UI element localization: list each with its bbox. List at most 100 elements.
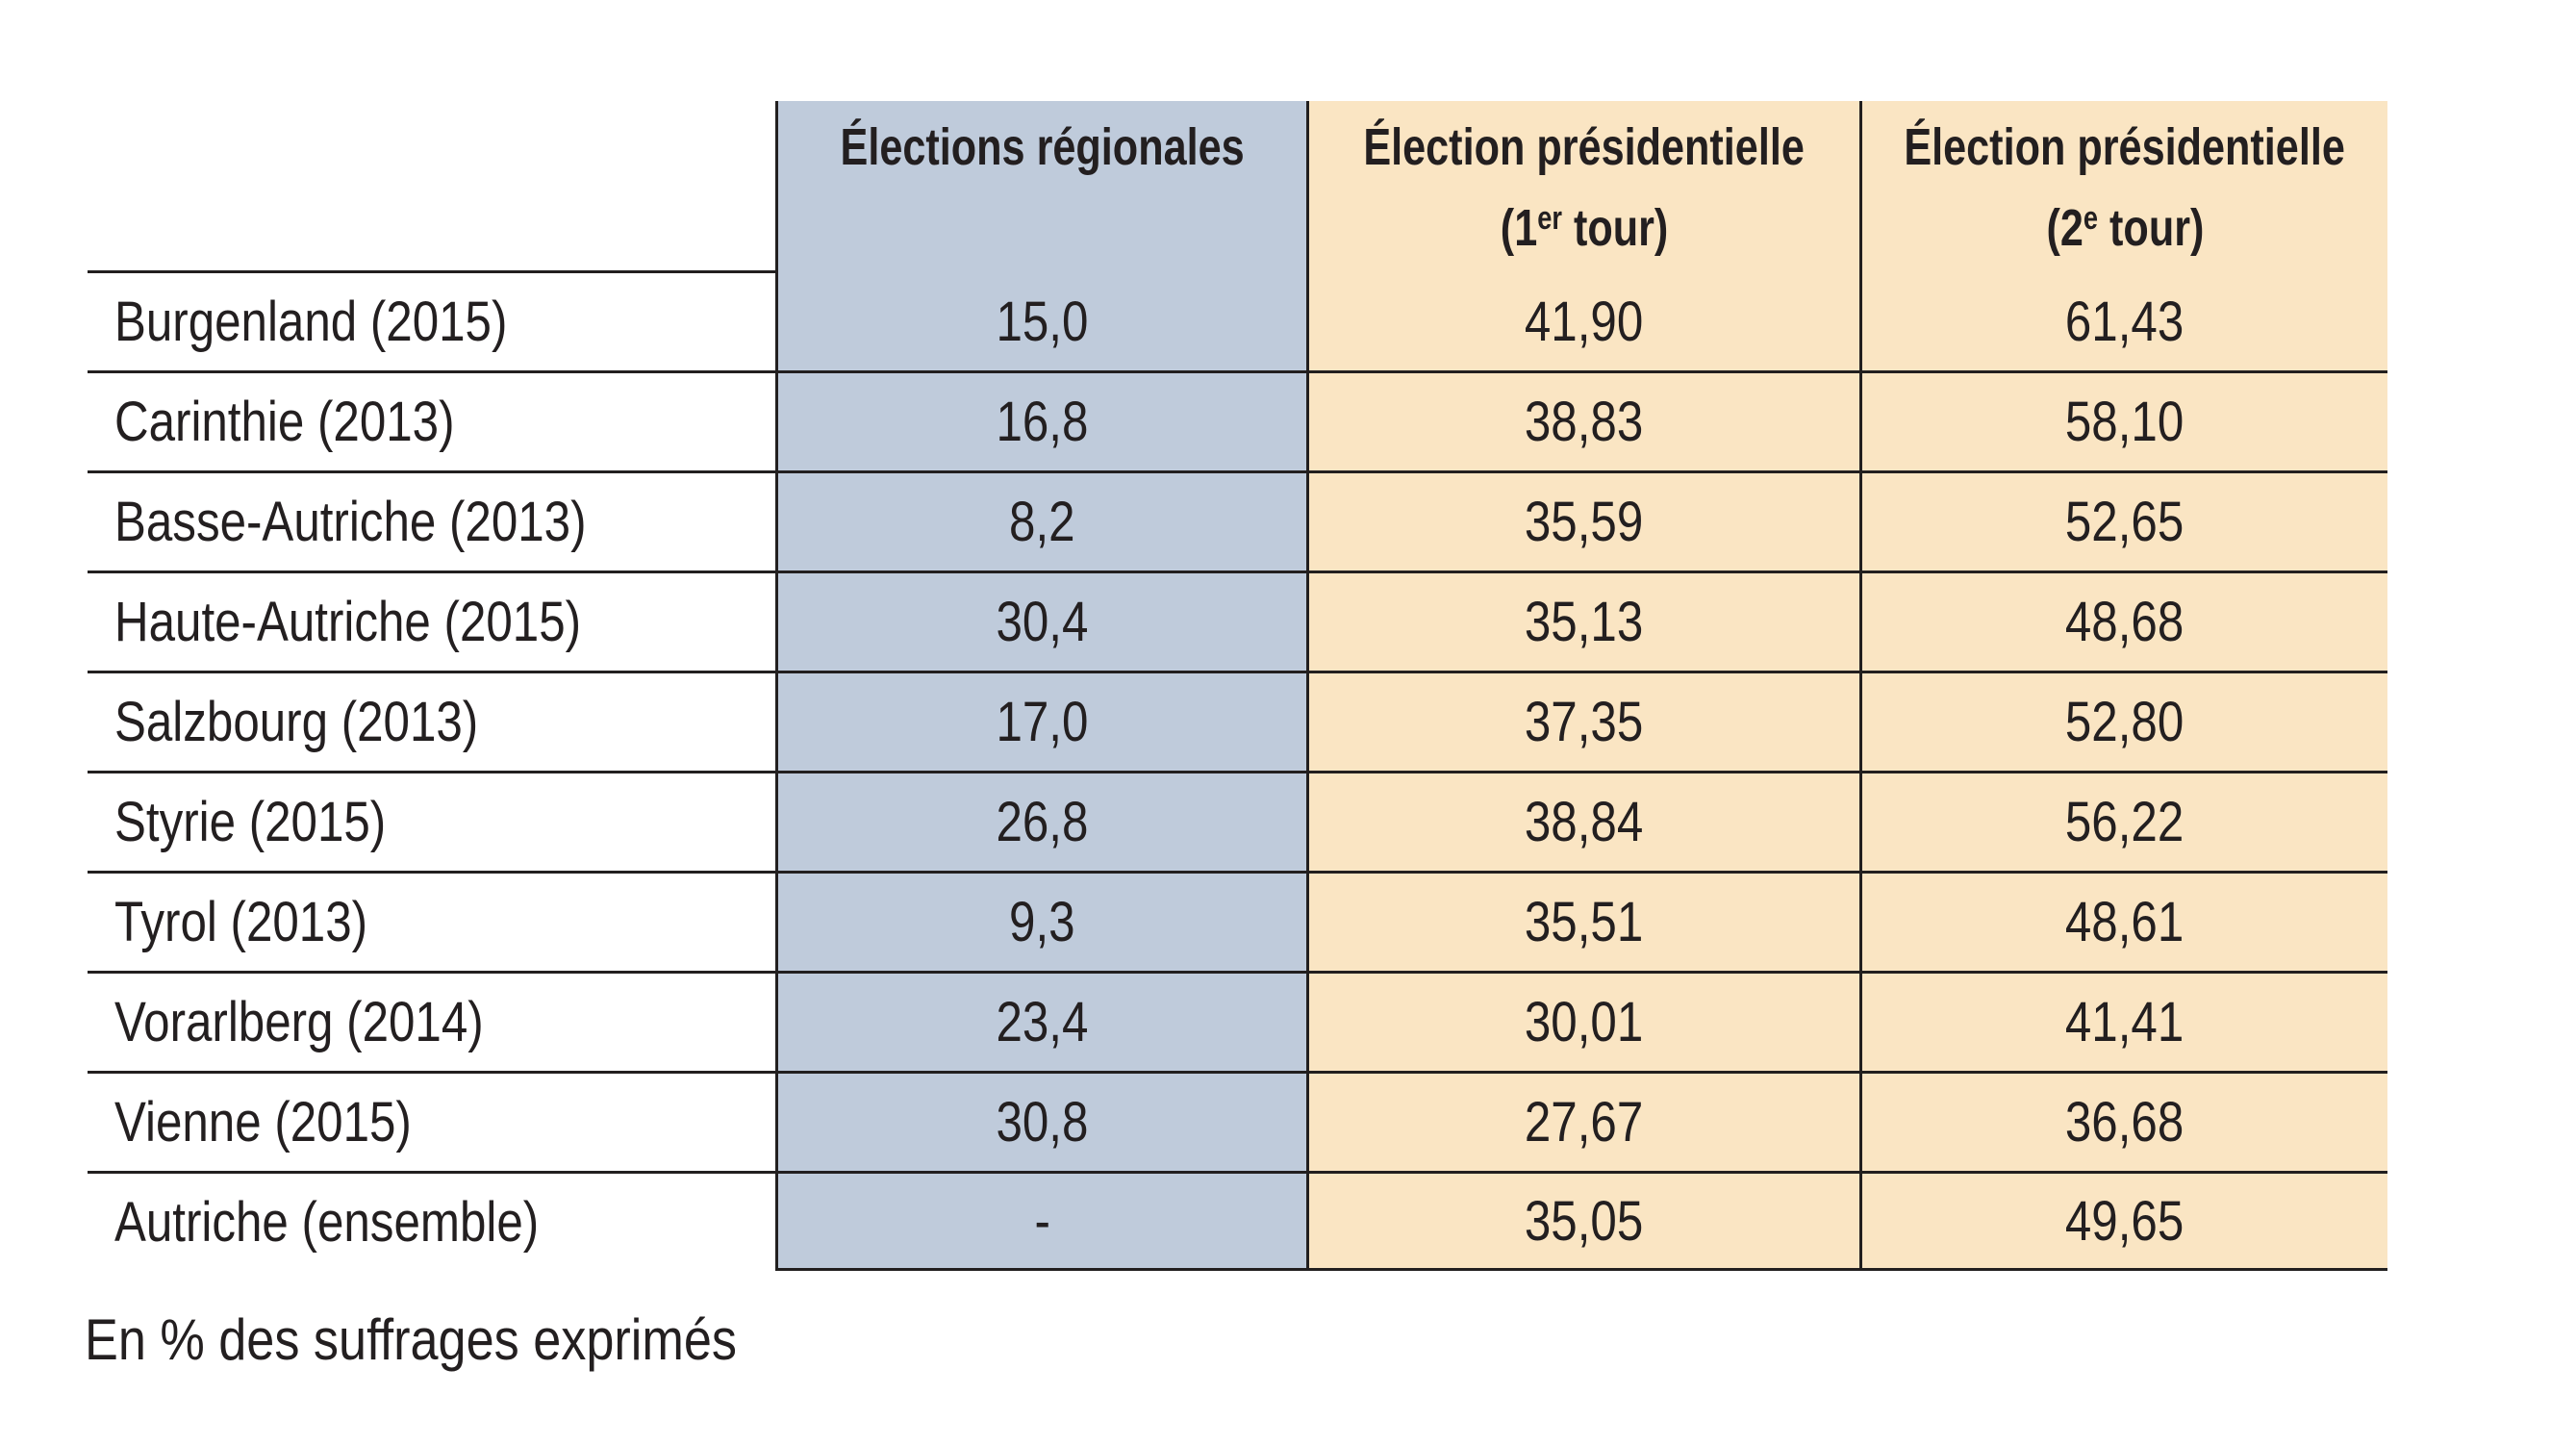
presidential-round1-value: 35,51	[1525, 891, 1644, 953]
presidential-round1-cell: 38,83	[1306, 373, 1859, 470]
presidential-round1-value: 30,01	[1525, 991, 1644, 1053]
presidential-round2-cell: 36,68	[1859, 1074, 2387, 1171]
row-label-cell: Tyrol (2013)	[88, 874, 775, 971]
presidential-round2-value: 48,68	[2065, 591, 2185, 653]
header-cell-regional: Élections régionales	[775, 101, 1306, 275]
row-label-cell: Salzbourg (2013)	[88, 673, 775, 771]
presidential-round1-value: 35,13	[1525, 591, 1644, 653]
presidential-round1-cell: 27,67	[1306, 1074, 1859, 1171]
table-row: Vienne (2015) 30,8 27,67 36,68	[88, 1071, 2387, 1171]
regional-value-cell: 15,0	[775, 273, 1306, 370]
header-pres1-line1: Élection présidentielle	[1363, 118, 1806, 176]
header-cell-empty	[88, 101, 775, 275]
row-label-cell: Carinthie (2013)	[88, 373, 775, 470]
presidential-round2-value: 56,22	[2065, 791, 2185, 853]
regional-value: 9,3	[1009, 891, 1075, 953]
presidential-round2-cell: 61,43	[1859, 273, 2387, 370]
table-row: Salzbourg (2013) 17,0 37,35 52,80	[88, 671, 2387, 771]
regional-value-cell: 8,2	[775, 473, 1306, 570]
presidential-round1-cell: 30,01	[1306, 974, 1859, 1071]
presidential-round2-value: 41,41	[2065, 991, 2185, 1053]
header-pres2-line1: Élection présidentielle	[1904, 118, 2346, 176]
regional-value-cell: 23,4	[775, 974, 1306, 1071]
regional-value-cell: 30,8	[775, 1074, 1306, 1171]
pres1-close: tour)	[1561, 199, 1669, 257]
presidential-round1-value: 37,35	[1525, 691, 1644, 753]
table-row: Tyrol (2013) 9,3 35,51 48,61	[88, 871, 2387, 971]
presidential-round2-cell: 41,41	[1859, 974, 2387, 1071]
regional-value: 30,4	[996, 591, 1089, 653]
presidential-round2-value: 49,65	[2065, 1189, 2185, 1253]
elections-table: Élections régionales Élection présidenti…	[88, 101, 2387, 1271]
regional-value-cell: 26,8	[775, 773, 1306, 871]
table-row: Carinthie (2013) 16,8 38,83 58,10	[88, 370, 2387, 470]
table-row: Styrie (2015) 26,8 38,84 56,22	[88, 771, 2387, 871]
row-label-cell: Vorarlberg (2014)	[88, 974, 775, 1071]
region-label: Vienne (2015)	[114, 1091, 412, 1153]
presidential-round1-cell: 35,05	[1306, 1174, 1859, 1271]
presidential-round1-cell: 37,35	[1306, 673, 1859, 771]
presidential-round1-value: 38,83	[1525, 391, 1644, 453]
regional-value: 8,2	[1009, 491, 1075, 553]
footnote-text: En % des suffrages exprimés	[85, 1307, 737, 1372]
region-label: Styrie (2015)	[114, 791, 387, 853]
header-pres1-line2: (1er tour)	[1501, 188, 1668, 275]
pres1-open: (1	[1500, 199, 1538, 257]
header-cell-presidential-round2: Élection présidentielle (2e tour)	[1859, 101, 2387, 275]
presidential-round1-value: 35,59	[1525, 491, 1644, 553]
pres2-close: tour)	[2097, 199, 2204, 257]
regional-value: 15,0	[996, 291, 1089, 353]
presidential-round1-cell: 35,13	[1306, 573, 1859, 671]
region-label: Salzbourg (2013)	[114, 691, 479, 753]
pres1-superscript: er	[1537, 200, 1562, 237]
presidential-round2-value: 52,65	[2065, 491, 2185, 553]
presidential-round2-value: 61,43	[2065, 291, 2185, 353]
table-row: Haute-Autriche (2015) 30,4 35,13 48,68	[88, 570, 2387, 671]
region-label: Vorarlberg (2014)	[114, 991, 484, 1053]
row-label-cell: Autriche (ensemble)	[88, 1174, 775, 1271]
regional-value: 30,8	[996, 1091, 1089, 1153]
presidential-round2-value: 58,10	[2065, 391, 2185, 453]
presidential-round2-cell: 58,10	[1859, 373, 2387, 470]
presidential-round2-cell: 52,80	[1859, 673, 2387, 771]
row-label-cell: Styrie (2015)	[88, 773, 775, 871]
table-header-row: Élections régionales Élection présidenti…	[88, 101, 2387, 275]
presidential-round2-cell: 48,68	[1859, 573, 2387, 671]
table-row: Basse-Autriche (2013) 8,2 35,59 52,65	[88, 470, 2387, 570]
regional-value: 23,4	[996, 991, 1089, 1053]
region-label: Autriche (ensemble)	[114, 1191, 540, 1254]
table-row: Vorarlberg (2014) 23,4 30,01 41,41	[88, 971, 2387, 1071]
regional-value: 17,0	[996, 691, 1089, 753]
presidential-round2-cell: 49,65	[1859, 1174, 2387, 1271]
regional-value: 26,8	[996, 791, 1089, 853]
regional-value: 16,8	[996, 391, 1089, 453]
header-pres2-line2: (2e tour)	[2046, 188, 2204, 275]
regional-value-cell: -	[775, 1174, 1306, 1271]
presidential-round2-value: 52,80	[2065, 691, 2185, 753]
presidential-round1-cell: 41,90	[1306, 273, 1859, 370]
row-label-cell: Vienne (2015)	[88, 1074, 775, 1171]
presidential-round1-value: 38,84	[1525, 791, 1644, 853]
region-label: Basse-Autriche (2013)	[114, 491, 587, 553]
header-regional-label: Élections régionales	[840, 118, 1245, 176]
region-label: Tyrol (2013)	[114, 891, 368, 953]
presidential-round1-cell: 38,84	[1306, 773, 1859, 871]
regional-value-cell: 16,8	[775, 373, 1306, 470]
presidential-round1-value: 27,67	[1525, 1091, 1644, 1153]
regional-value-cell: 9,3	[775, 874, 1306, 971]
presidential-round2-value: 36,68	[2065, 1091, 2185, 1153]
row-label-cell: Burgenland (2015)	[88, 273, 775, 370]
row-label-cell: Basse-Autriche (2013)	[88, 473, 775, 570]
region-label: Haute-Autriche (2015)	[114, 591, 582, 653]
table-row: Burgenland (2015) 15,0 41,90 61,43	[88, 270, 2387, 370]
regional-value: -	[1034, 1189, 1050, 1253]
presidential-round1-value: 41,90	[1525, 291, 1644, 353]
presidential-round2-cell: 48,61	[1859, 874, 2387, 971]
presidential-round1-cell: 35,59	[1306, 473, 1859, 570]
region-label: Carinthie (2013)	[114, 391, 455, 453]
pres2-superscript: e	[2083, 200, 2098, 237]
table-footnote: En % des suffrages exprimés	[85, 1306, 834, 1373]
regional-value-cell: 17,0	[775, 673, 1306, 771]
header-cell-presidential-round1: Élection présidentielle (1er tour)	[1306, 101, 1859, 275]
region-label: Burgenland (2015)	[114, 291, 508, 353]
